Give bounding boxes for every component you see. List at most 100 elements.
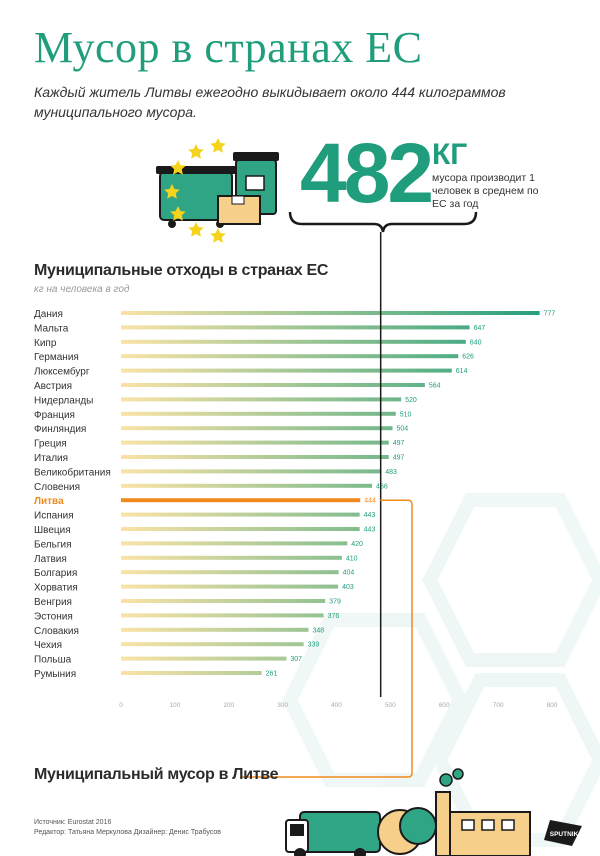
bar bbox=[121, 512, 360, 517]
category-label: Венгрия bbox=[34, 597, 72, 608]
bar bbox=[121, 642, 304, 647]
bar bbox=[121, 354, 459, 359]
bar bbox=[121, 440, 389, 445]
value-label: 348 bbox=[312, 627, 324, 634]
bar bbox=[121, 627, 309, 632]
bar bbox=[121, 527, 360, 531]
value-label: 261 bbox=[266, 671, 278, 678]
category-label: Бельгия bbox=[34, 539, 72, 550]
lithuania-connector-line bbox=[242, 499, 413, 778]
bar bbox=[121, 498, 361, 503]
category-label: Мальта bbox=[34, 323, 69, 334]
category-label: Хорватия bbox=[34, 583, 78, 594]
value-label: 410 bbox=[346, 555, 358, 562]
category-label: Греция bbox=[34, 439, 67, 450]
category-label: Румыния bbox=[34, 669, 76, 680]
eu-stars-icon bbox=[164, 138, 226, 243]
value-label: 483 bbox=[385, 469, 397, 476]
value-label: 376 bbox=[328, 613, 340, 620]
category-label: Великобритания bbox=[34, 466, 111, 478]
category-label: Латвия bbox=[34, 554, 67, 565]
category-label: Австрия bbox=[34, 381, 72, 392]
bar bbox=[121, 570, 339, 575]
value-label: 777 bbox=[544, 311, 556, 318]
x-tick-label: 300 bbox=[277, 702, 288, 709]
category-label: Швеция bbox=[34, 525, 71, 536]
value-label: 420 bbox=[351, 541, 363, 548]
bar bbox=[121, 555, 342, 560]
category-label: Франция bbox=[34, 410, 75, 421]
category-label: Германия bbox=[34, 352, 79, 363]
x-tick-label: 600 bbox=[439, 702, 450, 709]
category-label: Литва bbox=[34, 496, 64, 507]
value-label: 504 bbox=[397, 426, 409, 433]
value-label: 497 bbox=[393, 440, 405, 447]
bar bbox=[121, 599, 326, 603]
eu-average-unit: КГ bbox=[432, 138, 468, 171]
value-label: 404 bbox=[343, 570, 355, 577]
category-label: Италия bbox=[34, 453, 68, 464]
factory-icon bbox=[377, 768, 531, 856]
value-label: 307 bbox=[290, 656, 302, 663]
category-label: Испания bbox=[34, 511, 74, 522]
bar bbox=[121, 368, 452, 373]
chart-subtitle: кг на человека в год bbox=[34, 284, 130, 295]
value-label: 339 bbox=[308, 642, 320, 649]
x-tick-label: 500 bbox=[385, 702, 396, 709]
x-tick-label: 700 bbox=[493, 702, 504, 709]
bar bbox=[121, 584, 339, 589]
eu-average-number: 482 bbox=[300, 126, 434, 220]
category-label: Эстония bbox=[34, 611, 73, 622]
value-label: 443 bbox=[364, 527, 376, 534]
x-tick-label: 0 bbox=[119, 702, 123, 709]
bar bbox=[121, 455, 389, 459]
bar bbox=[121, 397, 402, 402]
value-label: 497 bbox=[393, 455, 405, 462]
bar bbox=[121, 483, 373, 488]
x-tick-label: 400 bbox=[331, 702, 342, 709]
page-title: Мусор в странах ЕС bbox=[34, 23, 423, 72]
credits-line: Редактор: Татьяна Меркулова Дизайнер: Де… bbox=[34, 829, 221, 836]
bar bbox=[121, 339, 466, 344]
value-label: 626 bbox=[462, 354, 474, 361]
value-label: 443 bbox=[364, 512, 376, 519]
category-label: Польша bbox=[34, 655, 72, 666]
bar bbox=[121, 411, 396, 416]
bar bbox=[121, 656, 287, 661]
category-label: Люксембург bbox=[34, 366, 90, 378]
category-label: Финляндия bbox=[34, 424, 86, 435]
bar bbox=[121, 613, 324, 618]
value-label: 510 bbox=[400, 411, 412, 418]
category-label: Словакия bbox=[34, 626, 79, 637]
bar bbox=[121, 383, 425, 387]
value-label: 403 bbox=[342, 584, 354, 591]
x-tick-label: 100 bbox=[169, 702, 180, 709]
source-line: Источник: Eurostat 2016 bbox=[34, 819, 112, 826]
highlight-brace bbox=[288, 211, 478, 233]
source-credits: Источник: Eurostat 2016 Редактор: Татьян… bbox=[34, 818, 221, 838]
value-label: 444 bbox=[364, 498, 376, 505]
category-label: Дания bbox=[34, 309, 63, 320]
x-tick-label: 800 bbox=[547, 702, 558, 709]
sputnik-logo: SPUTNIK bbox=[544, 820, 582, 846]
brand-label: SPUTNIK bbox=[550, 831, 579, 838]
bar bbox=[121, 541, 348, 546]
bar bbox=[121, 426, 393, 431]
value-label: 520 bbox=[405, 397, 417, 404]
value-label: 466 bbox=[376, 483, 388, 490]
value-label: 379 bbox=[329, 599, 341, 606]
category-label: Нидерланды bbox=[34, 395, 93, 406]
value-label: 614 bbox=[456, 368, 468, 375]
category-label: Болгария bbox=[34, 568, 77, 579]
category-label: Чехия bbox=[34, 640, 62, 651]
category-label: Словения bbox=[34, 482, 80, 493]
eu-average-description: мусора производит 1 человек в среднем по… bbox=[432, 172, 539, 210]
bar bbox=[121, 671, 262, 675]
value-label: 640 bbox=[470, 339, 482, 346]
value-label: 647 bbox=[474, 325, 486, 332]
bar bbox=[121, 469, 382, 474]
footer-title: Муниципальный мусор в Литве bbox=[34, 766, 279, 783]
x-tick-label: 200 bbox=[223, 702, 234, 709]
bar bbox=[121, 325, 470, 330]
